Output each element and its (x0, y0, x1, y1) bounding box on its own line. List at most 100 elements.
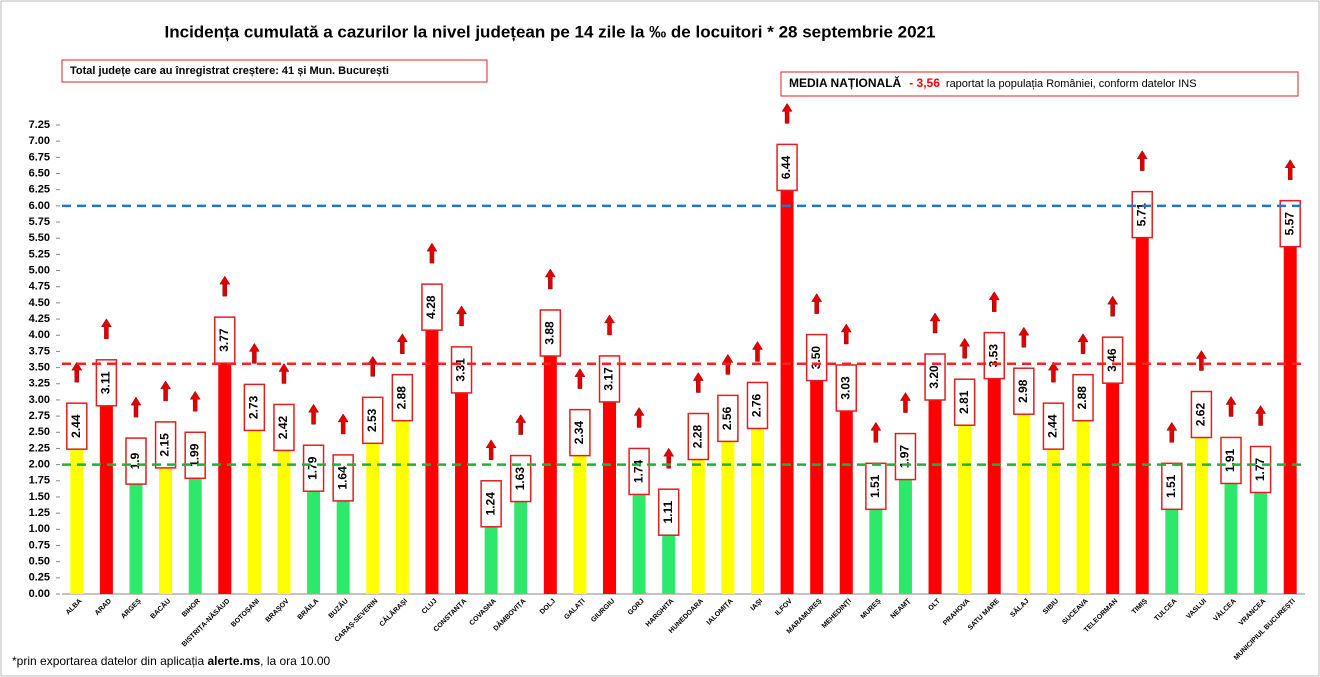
value-label: 2.98 (1016, 379, 1030, 403)
bar (455, 379, 469, 594)
arrow (988, 291, 1000, 312)
note-box (61, 59, 488, 83)
arrow (248, 342, 260, 364)
value-label-box (362, 396, 384, 445)
value-label-box (1072, 373, 1094, 422)
bar (543, 343, 557, 594)
arrow (1195, 350, 1207, 371)
arrow (219, 275, 231, 297)
value-label-box (539, 309, 562, 357)
arrow (1255, 405, 1267, 426)
arrow (900, 392, 911, 413)
y-tick-label: 0.00 (29, 588, 50, 600)
arrow (604, 314, 615, 336)
bar (1283, 233, 1297, 594)
bar (1106, 370, 1120, 594)
arrow (426, 242, 438, 264)
value-label: 2.73 (247, 395, 261, 419)
value-label: 2.62 (1194, 403, 1208, 427)
value-label-box (1161, 462, 1183, 511)
bar (1017, 401, 1031, 594)
y-tick-label: 1.50 (29, 491, 50, 503)
footer-part: alerte.ms (207, 654, 260, 668)
bar (307, 478, 321, 594)
arrow (1166, 421, 1178, 443)
bar (1135, 224, 1149, 594)
value-label: 5.57 (1282, 212, 1296, 236)
national-note: MEDIA NAȚIONALĂ - 3,56 raportat la populaț… (789, 75, 1197, 90)
value-label-box (628, 447, 650, 496)
value-label-box (391, 373, 414, 422)
y-tick-label: 6.25 (29, 184, 50, 196)
value-label-box (1220, 436, 1242, 485)
value-label: 2.28 (690, 425, 704, 449)
bar (336, 487, 350, 594)
y-tick-label: 0.25 (29, 572, 50, 584)
y-tick-label: 3.25 (29, 378, 50, 390)
value-label: 1.51 (868, 474, 882, 498)
bar (70, 436, 84, 594)
value-label: 1.64 (335, 466, 349, 490)
bar (277, 437, 291, 594)
value-label-box (66, 402, 88, 450)
value-label-box (1279, 199, 1301, 248)
value-label-box (125, 437, 147, 485)
value-label: 3.17 (602, 367, 616, 391)
bar (425, 317, 439, 594)
value-label: 2.56 (720, 406, 734, 430)
value-label-box (924, 353, 946, 401)
arrow (396, 333, 408, 354)
bar (159, 454, 173, 594)
national-text: raportat la populația României, conform … (946, 78, 1197, 90)
y-tick-label: 5.00 (29, 264, 50, 276)
bar (987, 365, 1001, 594)
value-label: 1.74 (631, 459, 645, 483)
arrow (1018, 326, 1030, 348)
value-label: 2.34 (572, 421, 586, 445)
value-label: 2.44 (69, 414, 83, 438)
bar (898, 466, 912, 594)
value-label-box (657, 488, 680, 536)
value-label-box (1190, 390, 1213, 439)
arrow (840, 323, 852, 345)
value-label-box (450, 346, 473, 394)
value-label-box (243, 383, 266, 432)
y-tick-label: 6.50 (29, 167, 50, 179)
y-tick-label: 5.50 (29, 232, 50, 244)
arrow (929, 312, 941, 334)
y-tick-label: 4.00 (29, 329, 50, 341)
arrow (811, 293, 823, 314)
y-tick-label: 5.75 (29, 216, 50, 228)
bar (1165, 496, 1179, 594)
arrow (544, 268, 556, 290)
value-label: 3.53 (986, 344, 1000, 368)
arrow (959, 337, 971, 359)
value-label-box (273, 403, 295, 452)
value-label-box (687, 412, 710, 461)
value-label: 1.99 (187, 443, 201, 467)
arrow (71, 361, 83, 383)
y-tick-label: 6.75 (29, 151, 50, 163)
arrow (574, 368, 586, 389)
national-value: - 3,56 (909, 76, 940, 90)
value-label-box (1013, 367, 1035, 415)
value-label-box (1101, 336, 1124, 384)
value-label: 2.42 (276, 415, 290, 439)
bar (1254, 479, 1268, 594)
bar (484, 513, 498, 594)
value-label-box (302, 444, 325, 492)
value-label: 3.88 (542, 321, 556, 345)
value-label-box (509, 454, 532, 503)
arrow (308, 403, 320, 425)
value-label-box (717, 394, 739, 443)
bar (1046, 436, 1060, 594)
value-label-box (746, 381, 769, 430)
value-label: 1.9 (128, 452, 142, 469)
value-label: 3.31 (454, 358, 468, 382)
y-tick-label: 2.00 (29, 459, 50, 471)
value-label-box (154, 421, 177, 469)
bar (247, 417, 261, 594)
value-label: 2.53 (365, 408, 379, 432)
arrow (278, 362, 290, 384)
